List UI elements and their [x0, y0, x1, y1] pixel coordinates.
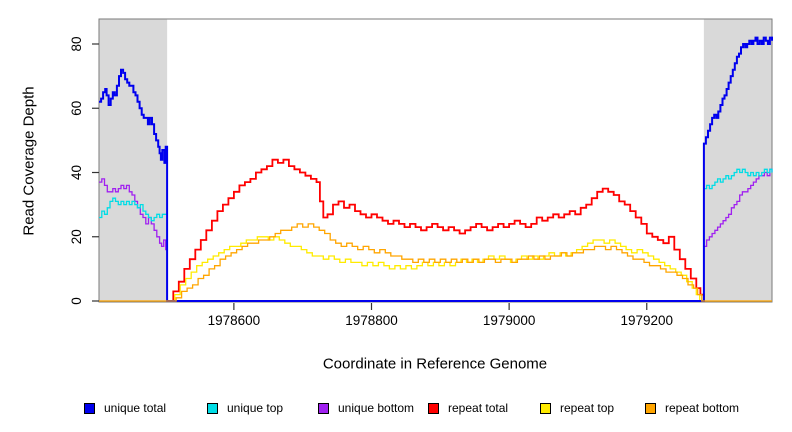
y-tick-label: 20 — [69, 229, 84, 244]
legend-item-unique-bottom: unique bottom — [318, 401, 414, 415]
legend-item-unique-top: unique top — [207, 401, 283, 415]
series-unique-total-line — [99, 36, 773, 302]
y-tick-label: 80 — [69, 36, 84, 51]
legend-swatch-icon — [84, 402, 95, 414]
y-axis-title: Read Coverage Depth — [20, 86, 38, 236]
legend-label: unique total — [104, 401, 167, 415]
y-tick-label: 40 — [69, 165, 84, 180]
legend-swatch-icon — [207, 402, 218, 414]
legend-item-unique-total: unique total — [84, 401, 166, 415]
legend-label: repeat bottom — [665, 401, 740, 415]
legend-swatch-icon — [318, 402, 329, 414]
y-tick-label: 60 — [69, 101, 84, 116]
series-repeat-total-line — [167, 158, 705, 302]
legend-item-repeat-bottom: repeat bottom — [645, 401, 739, 415]
series-repeat-bottom-line — [99, 223, 772, 302]
legend-label: repeat top — [560, 401, 615, 415]
legend-item-repeat-top: repeat top — [540, 401, 614, 415]
series-unique-top-line — [99, 168, 773, 302]
legend-label: unique bottom — [338, 401, 415, 415]
x-tick-label: 1978800 — [345, 313, 398, 328]
y-tick-label: 0 — [69, 297, 84, 305]
legend-swatch-icon — [540, 402, 551, 414]
shaded-region — [703, 19, 772, 302]
plot-box — [98, 18, 773, 303]
legend-swatch-icon — [428, 402, 439, 414]
series-repeat-top-line — [169, 236, 701, 302]
legend-swatch-icon — [645, 402, 656, 414]
legend-item-repeat-total: repeat total — [428, 401, 508, 415]
legend-label: unique top — [227, 401, 284, 415]
x-tick-label: 1978600 — [208, 313, 261, 328]
x-axis-title: Coordinate in Reference Genome — [322, 355, 548, 373]
legend-label: repeat total — [448, 401, 509, 415]
series-unique-bottom-line — [99, 168, 773, 302]
x-tick-label: 1979000 — [483, 313, 536, 328]
shaded-region — [99, 19, 168, 302]
x-tick-label: 1979200 — [620, 313, 673, 328]
